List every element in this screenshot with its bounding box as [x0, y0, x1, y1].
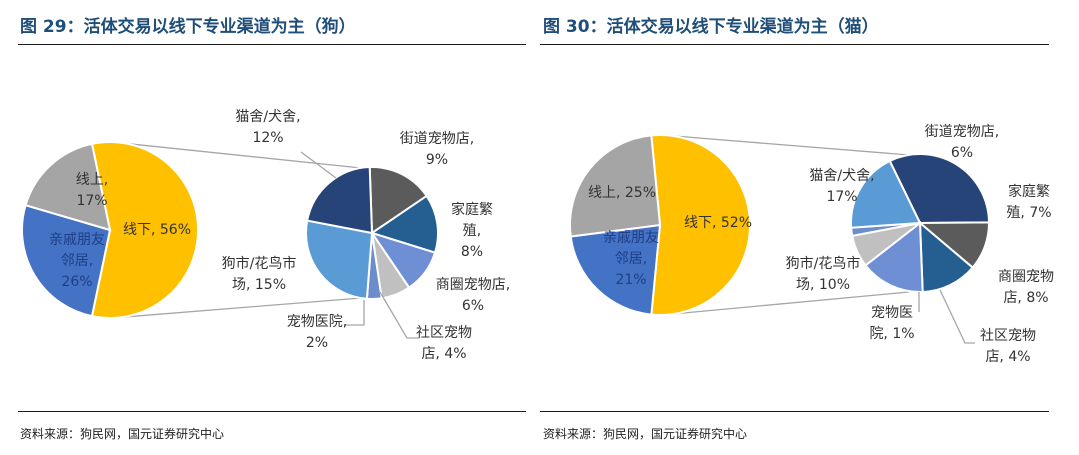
detail-pie-slice-猫舍-犬舍 [888, 153, 991, 225]
chart-panel-dog: 图 29：活体交易以线下专业渠道为主（狗） 线下, 56% 亲戚朋友邻居, 26% 线… [18, 17, 526, 441]
figure-title: 图 29：活体交易以线下专业渠道为主（狗） [20, 17, 356, 37]
connector-line-top [661, 134, 910, 156]
detail-pie-label-狗市-花鸟市场: 狗市/花鸟市场, 10% [786, 255, 861, 293]
detail-pie-label-社区宠物店: 社区宠物店, 4% [980, 328, 1036, 365]
leader-line-猫舍-犬舍 [300, 151, 337, 179]
detail-pie-label-家庭繁殖: 家庭繁殖, 7% [1006, 183, 1051, 221]
main-pie-slice-线下 [650, 134, 752, 316]
leader-line-宠物医院 [344, 300, 365, 326]
main-pie-label-线上: 线上, 25% [588, 185, 656, 201]
connector-line-top [111, 141, 362, 169]
detail-pie-slice-街道宠物店 [368, 166, 429, 235]
connector-line-bottom [111, 297, 362, 319]
main-pie-slice-线上 [24, 142, 112, 232]
chart-panel-cat: 图 30：活体交易以线下专业渠道为主（猫） 线下, 52% 亲戚朋友邻居, 21% 线… [540, 0, 1079, 455]
main-pie-slice-线下 [90, 141, 199, 319]
detail-pie-label-社区宠物店: 社区宠物店, 4% [416, 325, 472, 362]
detail-pie-label-街道宠物店: 街道宠物店, 9% [400, 131, 474, 168]
detail-pie-label-街道宠物店: 街道宠物店, 6% [925, 124, 999, 161]
source-rule [18, 411, 526, 412]
title-rule [540, 44, 1049, 45]
main-pie-slice-线上 [569, 134, 662, 238]
main-pie-label-线上: 线上, 17% [76, 172, 108, 209]
title-rule [18, 44, 526, 45]
detail-pie-slice-狗市-花鸟市场 [850, 159, 922, 229]
detail-pie-slice-家庭繁殖 [918, 220, 975, 293]
main-pie-label-亲戚朋友邻居: 亲戚朋友邻居, 21% [603, 230, 659, 288]
figure-title: 图 30：活体交易以线下专业渠道为主（猫） [543, 17, 879, 37]
detail-pie-label-家庭繁殖: 家庭繁殖, 8% [451, 201, 493, 260]
source-note: 资料来源：狗民网，国元证券研究中心 [20, 427, 225, 441]
main-pie-slice-亲戚朋友邻居 [569, 223, 662, 316]
pie-of-pie-chart-cat: 线下, 52% 亲戚朋友邻居, 21% 线上, 25% 猫舍/犬舍, 17% 街道宠物店, 6… [569, 124, 1054, 365]
leader-line-社区宠物店 [939, 289, 975, 344]
source-note: 资料来源：狗民网，国元证券研究中心 [543, 427, 748, 441]
detail-pie-label-商圈宠物店: 商圈宠物店, 8% [998, 269, 1054, 306]
detail-pie-slice-商圈宠物店 [864, 221, 924, 293]
main-pie-slice-亲戚朋友邻居 [21, 203, 112, 318]
main-pie-label-线下: 线下, 52% [684, 215, 752, 231]
detail-pie-label-猫舍-犬舍: 猫舍/犬舍, 12% [235, 109, 300, 146]
detail-pie-label-宠物医院: 宠物医院, 2% [287, 314, 347, 351]
detail-pie-slice-猫舍-犬舍 [306, 166, 374, 235]
source-rule [540, 411, 1049, 412]
main-pie-label-线下: 线下, 56% [123, 222, 191, 238]
detail-pie-slice-家庭繁殖 [369, 194, 439, 254]
detail-pie-slice-狗市-花鸟市场 [305, 219, 374, 300]
connector-line-bottom [661, 291, 910, 316]
detail-pie-label-商圈宠物店: 商圈宠物店, 6% [436, 277, 510, 314]
leader-line-社区宠物店 [379, 291, 419, 339]
detail-pie-label-狗市-花鸟市场: 狗市/花鸟市场, 15% [222, 255, 297, 293]
detail-pie-label-猫舍-犬舍: 猫舍/犬舍, 17% [809, 168, 874, 205]
main-pie-label-亲戚朋友邻居: 亲戚朋友邻居, 26% [49, 232, 105, 290]
detail-pie-label-宠物医院: 宠物医院, 1% [869, 305, 914, 342]
pie-of-pie-chart-dog: 线下, 56% 亲戚朋友邻居, 26% 线上, 17% 街道宠物店, 9% 家庭繁殖, 8% 商圈… [21, 109, 510, 362]
